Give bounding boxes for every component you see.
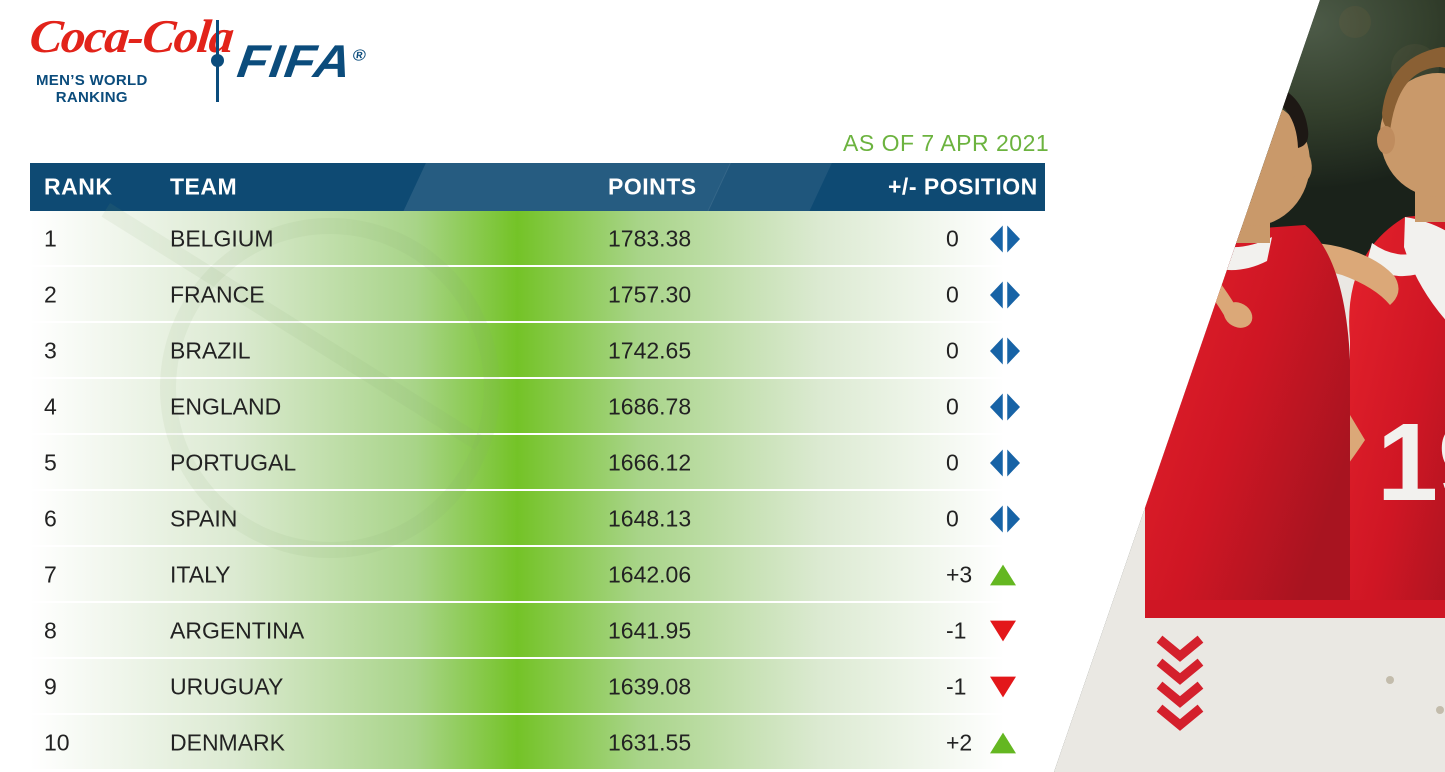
svg-text:19: 19 bbox=[1377, 401, 1445, 524]
